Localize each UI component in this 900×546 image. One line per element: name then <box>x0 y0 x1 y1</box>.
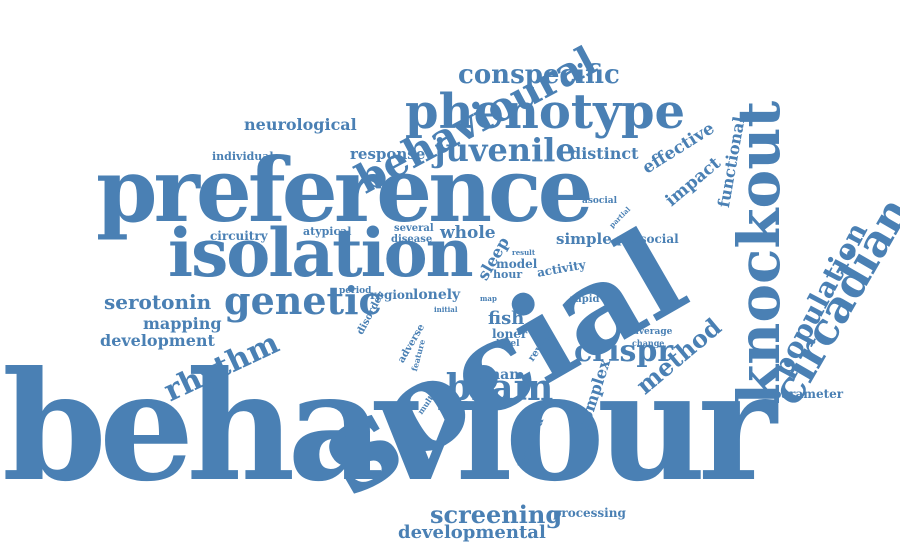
word-circuitry: circuitry <box>210 229 268 243</box>
word-serotonin: serotonin <box>104 290 212 314</box>
word-parameter: parameter <box>773 387 844 401</box>
word-crispr: crispr <box>574 334 674 369</box>
word-behaviour: behaviour <box>2 339 777 515</box>
word-prosocial: prosocial <box>617 232 679 246</box>
word-initial: initial <box>434 305 458 314</box>
word-simple: simple <box>556 230 612 248</box>
word-processing: processing <box>553 506 626 520</box>
word-mapping: mapping <box>143 314 222 333</box>
word-lonely: lonely <box>413 287 461 303</box>
word-several: several <box>394 223 434 234</box>
word-response: response <box>350 145 426 163</box>
word-juvenile: juvenile <box>434 131 576 169</box>
word-hour: hour <box>493 268 523 281</box>
word-conspecific: conspecific <box>458 60 620 90</box>
word-change: change <box>632 338 665 348</box>
word-fish: fish <box>488 308 525 329</box>
word-genetic: genetic <box>224 278 382 323</box>
word-neurological: neurological <box>244 115 357 134</box>
word-disease: disease <box>391 234 433 245</box>
word-distinct: distinct <box>570 144 639 163</box>
word-whole: whole <box>440 223 496 243</box>
word-individual: individual <box>212 150 274 163</box>
word-developmental: developmental <box>398 522 546 543</box>
word-screening: screening <box>430 500 563 529</box>
word-loner: loner <box>492 327 528 341</box>
word-map: map <box>480 294 497 303</box>
word-human: human <box>465 367 520 383</box>
word-atypical: atypical <box>303 225 352 238</box>
word-isolation: isolation <box>168 214 474 292</box>
word-rapid: rapid <box>570 294 600 305</box>
word-region: region <box>370 288 414 302</box>
word-phenotype: phenotype <box>405 84 686 140</box>
word-level: level <box>496 339 520 349</box>
word-development: development <box>100 331 215 350</box>
word-model: model <box>496 257 538 271</box>
word-average: average <box>633 327 673 337</box>
word-preference: preference <box>96 138 594 242</box>
word-asocial: asocial <box>582 196 618 206</box>
word-result: result <box>512 248 536 257</box>
word-brain: brain <box>446 367 554 409</box>
word-period: period <box>339 286 372 296</box>
